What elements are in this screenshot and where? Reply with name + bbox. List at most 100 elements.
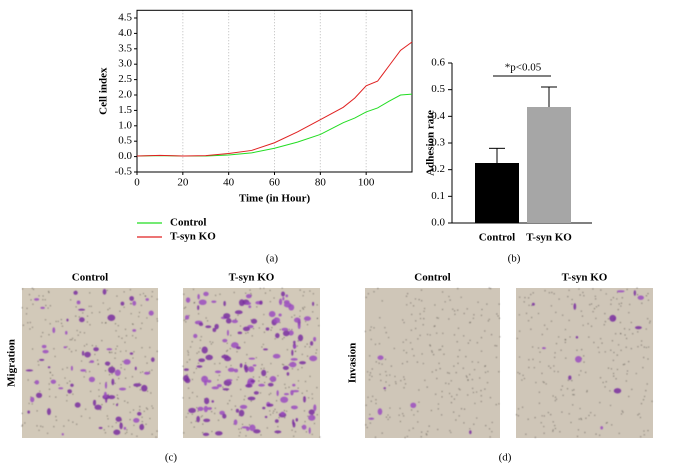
cell — [250, 379, 256, 383]
y-tick-label: 0.5 — [118, 135, 132, 147]
pore — [140, 304, 142, 306]
bar — [527, 107, 571, 223]
y-tick-label: 0.6 — [431, 57, 445, 69]
pore — [497, 315, 499, 317]
pore — [472, 387, 474, 389]
pore — [611, 340, 614, 342]
cell — [50, 379, 57, 384]
pore — [285, 387, 287, 389]
cell — [259, 300, 263, 305]
pore — [607, 367, 610, 369]
pore — [643, 356, 645, 359]
pore — [21, 288, 24, 290]
pore — [403, 415, 405, 417]
pore — [312, 311, 314, 313]
pore — [272, 412, 274, 414]
pore — [476, 417, 478, 419]
pore — [266, 427, 268, 429]
cell — [575, 335, 579, 339]
pore — [297, 340, 299, 342]
pore — [618, 303, 620, 305]
y-tick-label: 0.3 — [431, 137, 445, 149]
cell — [283, 302, 292, 308]
pore — [24, 422, 26, 424]
cell — [282, 330, 290, 337]
pore — [129, 289, 131, 291]
pore — [129, 386, 131, 388]
pore — [581, 349, 583, 351]
pore — [612, 297, 614, 299]
pore — [142, 371, 144, 373]
pore — [28, 294, 31, 296]
pore — [448, 295, 450, 298]
micrograph — [22, 288, 158, 438]
cell — [223, 313, 231, 319]
pore — [457, 327, 460, 329]
pore — [259, 392, 262, 394]
pore — [628, 312, 630, 314]
pore — [142, 292, 145, 295]
pore — [647, 293, 649, 295]
pore — [554, 424, 556, 427]
pore — [38, 364, 40, 366]
pore — [231, 409, 233, 411]
cell — [98, 426, 103, 430]
pore — [579, 294, 581, 296]
x-tick-label: 100 — [358, 177, 375, 189]
pore — [422, 362, 424, 365]
pore — [261, 346, 263, 348]
pore — [553, 370, 555, 372]
pore — [367, 293, 369, 295]
pore — [89, 371, 91, 373]
pore — [472, 317, 474, 319]
pore — [610, 349, 612, 351]
cell — [198, 299, 207, 306]
pore — [641, 302, 643, 304]
pore — [78, 316, 80, 318]
pore — [122, 360, 124, 363]
pore — [480, 314, 483, 316]
pore — [452, 308, 454, 310]
cell — [42, 349, 49, 354]
pore — [302, 308, 304, 310]
pore — [40, 335, 42, 338]
cell — [267, 382, 274, 387]
pore — [463, 422, 465, 424]
cell — [278, 313, 282, 317]
pore — [426, 434, 428, 436]
pore — [189, 358, 191, 361]
pore — [558, 298, 560, 300]
pore — [263, 313, 265, 316]
pore — [495, 404, 497, 406]
cell — [148, 310, 154, 316]
pore — [239, 431, 241, 434]
pore — [532, 346, 534, 348]
pore — [217, 419, 220, 421]
pore — [116, 397, 119, 399]
pore — [417, 421, 419, 423]
pore — [410, 302, 412, 304]
pore — [106, 289, 108, 291]
y-tick-label: -0.5 — [115, 166, 133, 178]
pore — [612, 359, 614, 361]
pore — [88, 305, 90, 307]
cell — [81, 350, 85, 356]
pore — [637, 414, 639, 416]
pore — [145, 423, 147, 425]
pore — [458, 388, 460, 390]
pore — [469, 373, 471, 376]
cell — [310, 341, 314, 346]
pore — [31, 348, 34, 350]
pore — [114, 382, 116, 384]
cell — [262, 406, 266, 410]
pore — [118, 377, 120, 380]
pore — [191, 392, 194, 394]
pore — [538, 391, 540, 393]
pore — [469, 428, 471, 430]
pore — [584, 431, 586, 434]
pore — [418, 389, 420, 391]
pore — [590, 303, 593, 305]
pore — [429, 344, 431, 346]
cell — [531, 302, 535, 306]
pore — [212, 341, 214, 344]
